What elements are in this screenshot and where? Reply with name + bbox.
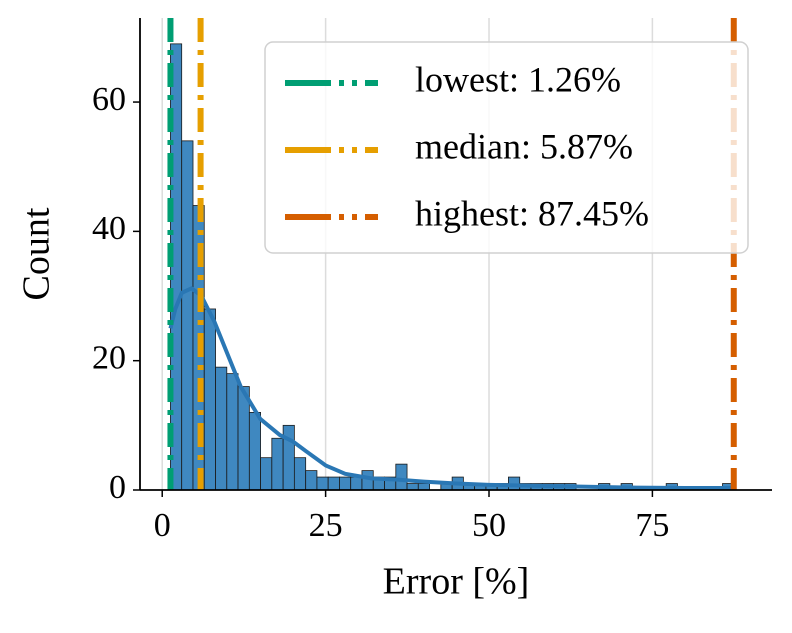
bar — [316, 476, 329, 491]
y-tick-label: 20 — [92, 339, 126, 376]
y-tick-label: 40 — [92, 210, 126, 247]
bar — [293, 457, 307, 491]
x-tick-label: 75 — [635, 507, 669, 544]
bar — [395, 463, 408, 491]
bar — [237, 386, 250, 491]
bar — [260, 457, 273, 491]
x-tick-label: 0 — [154, 507, 171, 544]
bar — [282, 424, 295, 491]
x-tick-label: 25 — [309, 507, 343, 544]
bar — [327, 476, 340, 491]
x-axis-label: Error [%] — [383, 561, 530, 603]
bar — [350, 476, 363, 491]
bar — [203, 308, 216, 491]
bar — [181, 140, 194, 491]
bar — [339, 476, 352, 491]
y-tick-label: 60 — [92, 81, 126, 118]
bar — [226, 373, 239, 491]
legend-label: highest: 87.45% — [415, 193, 649, 233]
bar — [271, 437, 284, 491]
legend-label: lowest: 1.26% — [415, 59, 621, 99]
x-tick-label: 50 — [472, 507, 506, 544]
y-tick-label: 0 — [109, 469, 126, 506]
bar — [417, 483, 430, 491]
bar — [215, 366, 228, 491]
legend-label: median: 5.87% — [415, 126, 633, 166]
bar — [305, 470, 318, 491]
bar — [406, 483, 419, 491]
y-axis-label: Count — [16, 207, 58, 300]
legend-box — [264, 41, 749, 254]
bar — [248, 412, 261, 491]
